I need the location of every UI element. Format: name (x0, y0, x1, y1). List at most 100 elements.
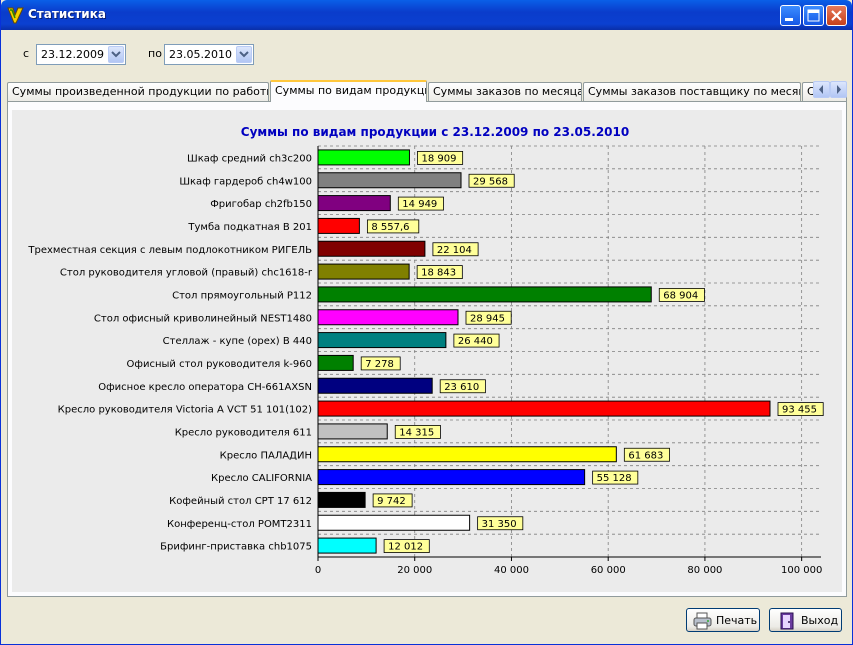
bar (317, 400, 771, 417)
value-label-box (623, 447, 670, 462)
from-date-picker[interactable]: 23.12.2009 (36, 44, 126, 65)
category-label: Кресло руководителя Victoria A VCT 51 10… (58, 405, 312, 416)
value-label-text: 18 843 (421, 268, 456, 279)
value-label: 29 568 (468, 173, 515, 188)
category-label: Фригобар ch2fb150 (210, 199, 312, 210)
value-label-box (477, 516, 524, 531)
value-label-text: 14 949 (402, 199, 437, 210)
value-label-box (366, 219, 420, 234)
to-date-label: по (148, 47, 162, 60)
category-label: Стол офисный криволинейный NEST1480 (94, 313, 312, 324)
category-label: Кресло CALIFORNIA (211, 473, 312, 484)
tab-production-by-workers[interactable]: Суммы произведенной продукции по работни… (7, 82, 269, 101)
value-label: 12 012 (383, 539, 430, 553)
chevron-down-icon (239, 51, 249, 58)
value-label-text: 26 440 (458, 336, 493, 347)
bar (317, 469, 586, 486)
category-label: Офисный стол руководителя k-960 (127, 359, 312, 370)
window-title: Статистика (28, 7, 106, 21)
category-label: Офисное кресло оператора CH-661AXSN (98, 382, 312, 393)
exit-button-label: Выход (801, 614, 839, 627)
category-label: Стеллаж - купе (орех) В 440 (163, 336, 312, 347)
value-label-box (397, 196, 444, 211)
value-label-box (777, 402, 824, 416)
to-date-value: 23.05.2010 (169, 48, 232, 61)
chart-area: Суммы по видам продукции с 23.12.2009 по… (12, 110, 842, 592)
value-label-text: 23 610 (444, 382, 479, 393)
close-icon (831, 10, 842, 21)
value-label-box (468, 173, 515, 188)
value-label: 18 909 (417, 151, 464, 165)
exit-button[interactable]: Выход (769, 608, 842, 632)
tab-strip: Суммы произведенной продукции по работни… (7, 80, 847, 102)
value-label-text: 55 128 (597, 473, 632, 484)
value-label-text: 14 315 (399, 427, 434, 438)
tab-scroll-left-button[interactable] (813, 81, 830, 98)
value-label-box (453, 333, 500, 348)
tab-orders-by-month[interactable]: Суммы заказов по месяцам (428, 82, 582, 101)
maximize-icon (807, 9, 820, 22)
bar (317, 537, 377, 554)
value-label-text: 31 350 (482, 519, 517, 530)
bar (317, 172, 462, 189)
maximize-button[interactable] (803, 5, 824, 26)
value-label: 8 557,6 (366, 219, 420, 234)
from-date-value: 23.12.2009 (41, 48, 104, 61)
x-tick-label: 100 000 (781, 565, 822, 576)
value-label-text: 93 455 (782, 405, 817, 416)
printer-icon (693, 612, 712, 630)
to-date-dropdown-button[interactable] (236, 46, 252, 63)
category-label: Кофейный стол CPT 17 612 (169, 496, 312, 507)
value-label-text: 22 104 (437, 245, 472, 256)
value-label-text: 61 683 (628, 450, 663, 461)
bar (317, 354, 354, 371)
to-date-picker[interactable]: 23.05.2010 (164, 44, 254, 65)
value-label-box (592, 470, 639, 485)
bar (317, 514, 471, 531)
value-label: 23 610 (439, 379, 486, 394)
bar (317, 263, 410, 280)
title-bar[interactable]: Статистика (1, 0, 852, 30)
value-label-box (439, 379, 486, 394)
from-date-label: с (23, 47, 30, 60)
category-label: Брифинг-приставка chb1075 (160, 542, 312, 553)
bar (317, 377, 433, 394)
value-label: 55 128 (592, 470, 639, 485)
value-label: 14 949 (397, 196, 444, 211)
value-label: 31 350 (477, 516, 524, 531)
minimize-icon (785, 18, 793, 21)
plot-area (318, 146, 821, 557)
value-label-text: 8 557,6 (371, 222, 409, 233)
value-label: 18 843 (416, 265, 463, 279)
close-button[interactable] (826, 5, 847, 26)
category-label: Кресло руководителя 611 (175, 427, 312, 438)
bar (317, 332, 447, 349)
tab-panel: Суммы по видам продукции с 23.12.2009 по… (7, 101, 847, 597)
tab-sums-by-product-type[interactable]: Суммы по видам продукции (270, 80, 427, 102)
from-date-dropdown-button[interactable] (108, 46, 124, 63)
value-label: 61 683 (623, 447, 670, 462)
tab-scroll-right-button[interactable] (830, 81, 847, 98)
bar (317, 309, 459, 326)
value-label-text: 28 945 (470, 313, 505, 324)
category-label: Трехместная секция с левым подлокотником… (27, 245, 312, 256)
x-tick-label: 80 000 (687, 565, 722, 576)
value-label: 93 455 (777, 402, 824, 416)
category-label: Стол прямоугольный Р112 (172, 290, 312, 301)
category-label: Кресло ПАЛАДИН (220, 450, 312, 461)
value-label-box (372, 493, 413, 508)
value-label-box (360, 356, 401, 371)
value-label-text: 18 909 (421, 153, 456, 164)
print-button[interactable]: Печать (686, 608, 760, 632)
value-label-box (658, 288, 705, 302)
value-label: 28 945 (465, 310, 512, 325)
tab-supplier-orders-by-month[interactable]: Суммы заказов поставщику по месяцам (583, 82, 801, 101)
value-label-box (383, 539, 430, 553)
x-tick-label: 0 (315, 565, 321, 576)
value-label: 9 742 (372, 493, 413, 508)
minimize-button[interactable] (780, 5, 801, 26)
value-label-box (416, 265, 463, 279)
value-label: 26 440 (453, 333, 500, 348)
category-label: Конференц-стол POMT2311 (167, 519, 312, 530)
